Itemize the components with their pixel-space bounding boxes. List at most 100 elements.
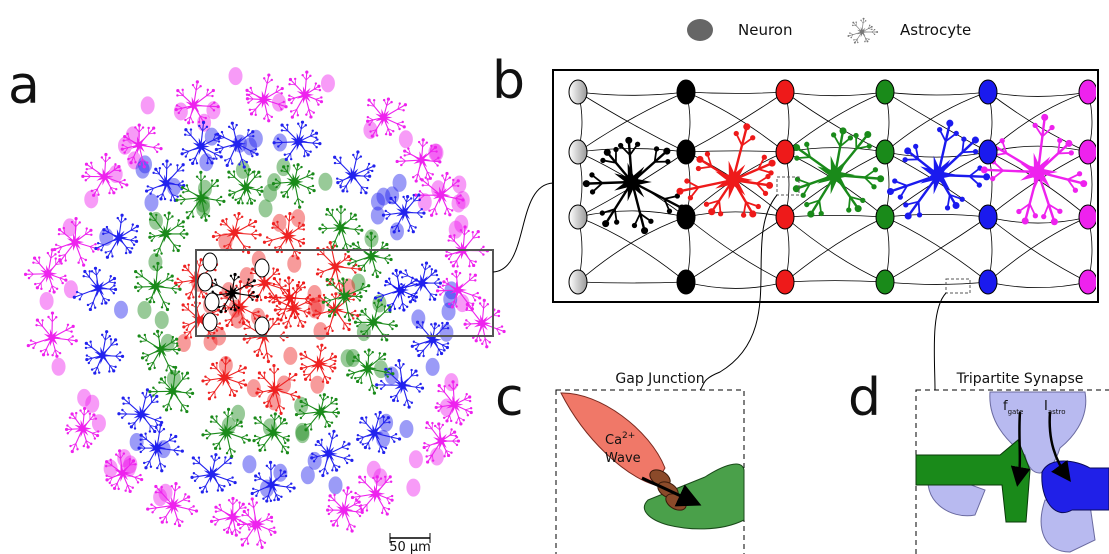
endfoot — [238, 163, 240, 165]
endfoot — [181, 521, 183, 523]
endfoot — [76, 291, 78, 293]
endfoot — [853, 39, 854, 40]
endfoot — [316, 317, 318, 319]
endfoot — [846, 207, 851, 212]
endfoot — [288, 83, 290, 85]
endfoot — [973, 149, 978, 154]
endfoot — [141, 392, 143, 394]
endfoot — [96, 434, 99, 437]
endfoot — [248, 246, 250, 248]
endfoot — [213, 109, 215, 111]
endfoot — [213, 158, 215, 160]
endfoot — [285, 215, 287, 217]
endfoot — [208, 215, 210, 217]
endfoot — [301, 121, 304, 124]
endfoot — [178, 370, 180, 372]
endfoot — [90, 162, 92, 164]
endfoot — [376, 134, 378, 136]
endfoot — [444, 212, 446, 214]
endfoot — [388, 502, 390, 504]
endfoot — [32, 261, 34, 263]
endfoot — [259, 175, 261, 177]
endfoot — [604, 149, 611, 156]
endfoot — [207, 89, 209, 91]
endfoot — [260, 546, 263, 549]
endfoot — [150, 466, 152, 468]
astrocyte — [255, 364, 300, 415]
endfoot — [216, 362, 218, 364]
endfoot — [246, 97, 249, 100]
endfoot — [165, 369, 167, 371]
endfoot — [189, 388, 191, 390]
endfoot — [413, 341, 415, 343]
endfoot — [105, 475, 107, 477]
endfoot — [247, 509, 249, 511]
endfoot — [374, 296, 377, 299]
endfoot — [145, 189, 148, 192]
endfoot — [334, 314, 336, 316]
endfoot — [47, 252, 49, 254]
endfoot — [326, 472, 328, 474]
endfoot — [198, 295, 200, 297]
endfoot — [121, 186, 123, 188]
endfoot — [268, 300, 270, 302]
endfoot — [75, 412, 77, 414]
endfoot — [382, 451, 385, 454]
endfoot — [185, 293, 187, 295]
endfoot — [395, 364, 397, 366]
endfoot — [196, 175, 198, 177]
endfoot — [236, 419, 238, 421]
endfoot — [864, 131, 871, 138]
endfoot — [177, 249, 180, 252]
endfoot — [1077, 171, 1082, 176]
endfoot — [150, 503, 152, 505]
endfoot — [292, 287, 294, 289]
endfoot — [445, 254, 448, 257]
endfoot — [356, 314, 359, 317]
endfoot — [352, 360, 354, 362]
endfoot — [35, 324, 37, 326]
endfoot — [325, 213, 327, 215]
endfoot — [215, 148, 218, 151]
endfoot — [438, 160, 441, 163]
endfoot — [469, 400, 471, 402]
endfoot — [395, 269, 398, 272]
endfoot — [146, 161, 148, 163]
endfoot — [443, 455, 445, 457]
neuron — [203, 313, 217, 331]
endfoot — [89, 413, 91, 415]
endfoot — [324, 426, 326, 428]
endfoot — [152, 394, 154, 396]
endfoot — [977, 182, 982, 187]
annotation: Wave — [605, 451, 641, 466]
endfoot — [280, 124, 283, 127]
endfoot — [308, 170, 310, 172]
endfoot — [159, 417, 161, 419]
endfoot — [233, 394, 236, 397]
endfoot — [898, 194, 903, 199]
endfoot — [326, 284, 328, 286]
endfoot — [168, 303, 170, 305]
endfoot — [614, 220, 619, 225]
endfoot — [1057, 138, 1062, 143]
endfoot — [368, 163, 370, 165]
endfoot — [853, 133, 858, 138]
endfoot — [336, 208, 338, 210]
endfoot — [871, 29, 872, 30]
endfoot — [214, 453, 217, 456]
endfoot — [228, 189, 230, 191]
endfoot — [425, 177, 427, 179]
endfoot — [315, 82, 317, 84]
endfoot — [839, 127, 846, 134]
endfoot — [852, 25, 853, 26]
endfoot — [328, 309, 330, 311]
endfoot — [290, 110, 292, 112]
panel-label: b — [492, 51, 525, 111]
endfoot — [185, 155, 187, 157]
endfoot — [208, 397, 211, 400]
endfoot — [1069, 150, 1074, 155]
endfoot — [259, 194, 261, 196]
endfoot — [263, 241, 266, 244]
endfoot — [387, 416, 390, 419]
endfoot — [233, 214, 235, 216]
